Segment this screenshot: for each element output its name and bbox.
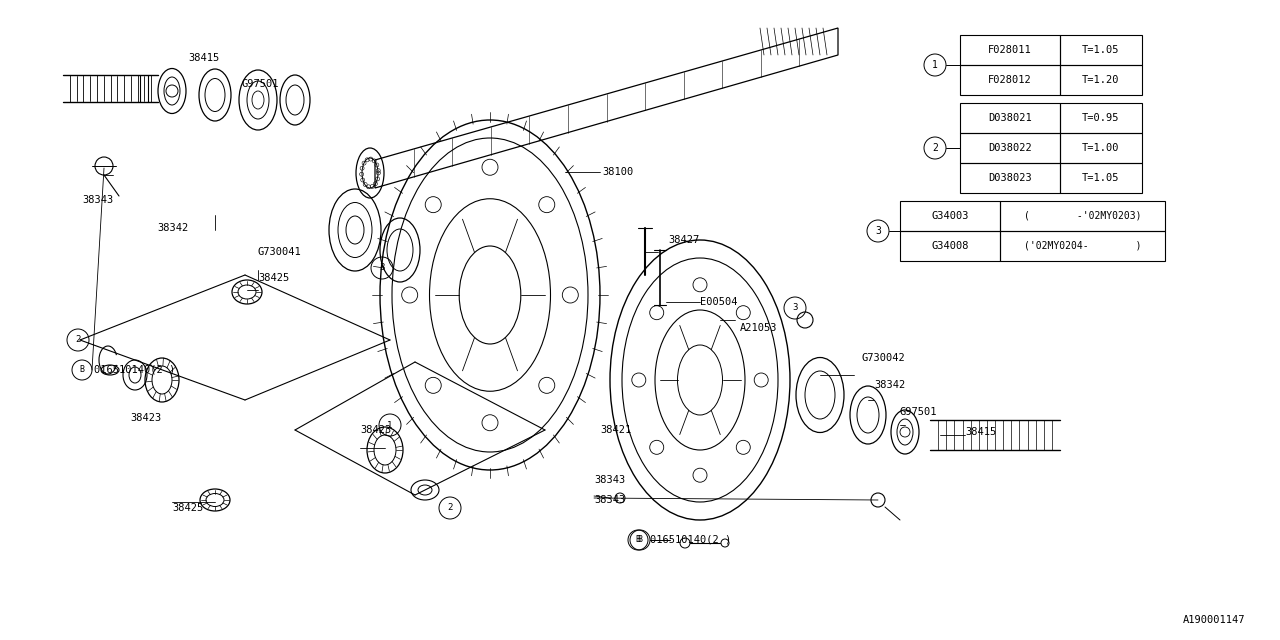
Text: 38423: 38423 (360, 425, 392, 435)
Text: 38425: 38425 (172, 503, 204, 513)
Text: G97501: G97501 (900, 407, 937, 417)
Text: 1: 1 (388, 420, 393, 429)
Text: F028011: F028011 (988, 45, 1032, 55)
Text: E00504: E00504 (700, 297, 737, 307)
Bar (960, 133, 1060, 163)
Text: 38425: 38425 (259, 273, 289, 283)
Text: 38423: 38423 (131, 413, 161, 423)
Bar (960, 35, 1060, 65)
Bar (1060, 133, 1142, 163)
Text: T=1.05: T=1.05 (1083, 45, 1120, 55)
Bar (1060, 103, 1142, 133)
Text: D038021: D038021 (988, 113, 1032, 123)
Text: G34003: G34003 (932, 211, 969, 221)
Bar (1000, 231, 1165, 261)
Text: 38427: 38427 (668, 235, 699, 245)
Text: (        -'02MY0203): ( -'02MY0203) (1024, 211, 1142, 221)
Text: 3: 3 (379, 264, 385, 273)
Bar (1060, 35, 1142, 65)
Text: 38342: 38342 (874, 380, 905, 390)
Text: B: B (637, 536, 643, 545)
Bar (1000, 201, 1165, 231)
Text: D038023: D038023 (988, 173, 1032, 183)
Text: 3: 3 (876, 226, 881, 236)
Text: A21053: A21053 (740, 323, 777, 333)
Text: 38343: 38343 (594, 475, 625, 485)
Text: 38415: 38415 (188, 53, 219, 63)
Text: 016510140(2 ): 016510140(2 ) (93, 365, 175, 375)
Text: G730042: G730042 (861, 353, 906, 363)
Text: T=0.95: T=0.95 (1083, 113, 1120, 123)
Text: F028012: F028012 (988, 75, 1032, 85)
Bar (960, 163, 1060, 193)
Text: 3: 3 (792, 303, 797, 312)
Bar (1060, 163, 1142, 193)
Text: 38415: 38415 (965, 427, 996, 437)
Text: T=1.00: T=1.00 (1083, 143, 1120, 153)
Text: 38343: 38343 (82, 195, 113, 205)
Bar (1060, 65, 1142, 95)
Text: B: B (635, 536, 640, 545)
Text: T=1.05: T=1.05 (1083, 173, 1120, 183)
Text: G34008: G34008 (932, 241, 969, 251)
Text: G97501: G97501 (242, 79, 279, 89)
Text: D038022: D038022 (988, 143, 1032, 153)
Bar (900, 201, 1000, 231)
Bar (900, 231, 1000, 261)
Text: 2: 2 (932, 143, 938, 153)
Text: 016510140(2 ): 016510140(2 ) (650, 535, 731, 545)
Bar (960, 65, 1060, 95)
Text: B: B (79, 365, 84, 374)
Text: A190001147: A190001147 (1183, 615, 1245, 625)
Bar (960, 103, 1060, 133)
Text: ('02MY0204-        ): ('02MY0204- ) (1024, 241, 1142, 251)
Text: 2: 2 (447, 504, 453, 513)
Text: T=1.20: T=1.20 (1083, 75, 1120, 85)
Text: 38343: 38343 (594, 495, 625, 505)
Text: 1: 1 (932, 60, 938, 70)
Text: 2: 2 (76, 335, 81, 344)
Text: G730041: G730041 (259, 247, 302, 257)
Text: 38100: 38100 (602, 167, 634, 177)
Text: 38342: 38342 (157, 223, 188, 233)
Text: 38421: 38421 (600, 425, 631, 435)
